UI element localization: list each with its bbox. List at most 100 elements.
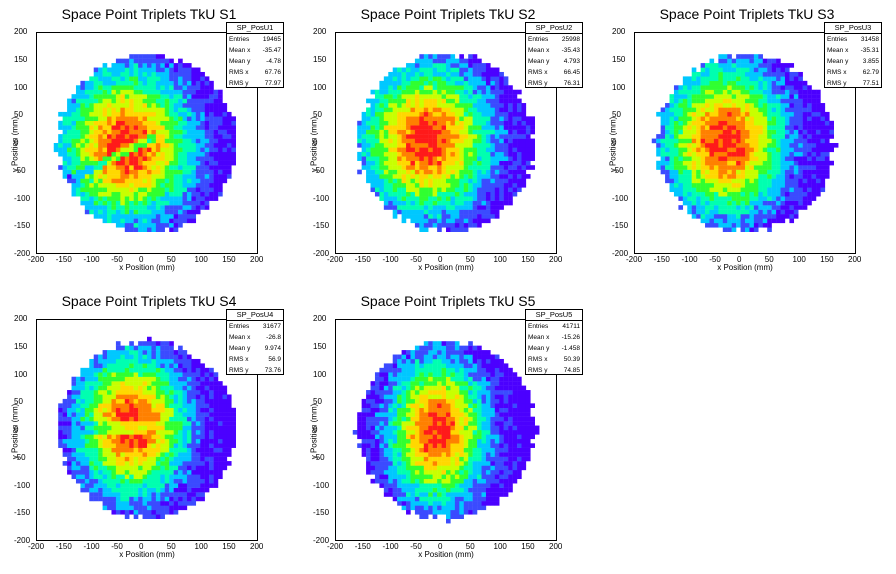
heatmap-bin [133,169,139,175]
heatmap-bin [503,174,509,179]
heatmap-bin [477,143,482,148]
heatmap-bin [793,147,799,153]
heatmap-bin [485,169,491,175]
heatmap-bin [485,218,491,224]
heatmap-bin [722,54,728,59]
heatmap-bin [93,156,99,161]
heatmap-bin [147,187,152,193]
heatmap-bin [115,125,121,130]
heatmap-bin [669,129,675,135]
heatmap-bin [71,412,77,417]
heatmap-bin [147,147,152,153]
heatmap-bin [155,474,161,480]
heatmap-bin [84,376,90,382]
heatmap-bin [186,425,192,431]
heatmap-bin [508,151,513,157]
heatmap-bin [687,200,692,206]
heatmap-bin [446,174,451,179]
heatmap-bin [133,58,139,64]
heatmap-bin [656,111,661,117]
heatmap-bin [673,165,679,170]
heatmap-bin [191,160,197,166]
heatmap-bin [660,129,666,135]
heatmap-bin [776,165,781,170]
heatmap-bin [169,196,174,201]
heatmap-bin [705,103,710,108]
heatmap-bin [142,443,148,448]
heatmap-bin [727,187,732,193]
heatmap-bin [71,134,77,139]
heatmap-bin [84,165,90,170]
heatmap-bin [687,89,692,95]
heatmap-bin [525,143,531,148]
heatmap-bin [98,214,103,219]
heatmap-bin [164,363,170,369]
heatmap-bin [71,403,77,408]
heatmap-bin [722,151,728,157]
heatmap-bin [709,169,715,175]
heatmap-bin [512,129,518,135]
heatmap-bin [124,514,130,519]
stats-key: RMS y [528,80,548,87]
heatmap-bin [789,89,795,95]
heatmap-bin [713,125,719,130]
x-tick-label: -100 [681,255,698,264]
heatmap-bin [160,492,165,497]
heatmap-bin [147,336,152,342]
heatmap-bin [98,461,103,466]
heatmap-bin [80,111,86,117]
heatmap-bin [155,434,161,440]
heatmap-bin [437,205,442,210]
heatmap-bin [102,465,108,471]
heatmap-bin [780,151,786,157]
heatmap-bin [111,367,117,373]
heatmap-bin [93,71,99,77]
heatmap-bin [370,129,376,135]
heatmap-bin [789,143,795,148]
heatmap-bin [102,111,108,117]
heatmap-bin [138,430,143,435]
heatmap-bin [111,116,117,121]
heatmap-bin [173,174,179,179]
heatmap-bin [401,71,407,77]
heatmap-bin [151,196,157,201]
heatmap-bin [521,182,527,188]
heatmap-bin [191,430,197,435]
heatmap-bin [459,174,464,179]
heatmap-bin [169,398,174,404]
heatmap-bin [383,116,389,121]
heatmap-bin [107,160,112,166]
heatmap-bin [124,381,130,386]
heatmap-bin [665,111,670,117]
heatmap-bin [75,376,81,382]
heatmap-bin [107,487,112,493]
heatmap-bin [111,412,117,417]
heatmap-bin [120,403,125,408]
heatmap-bin [731,63,737,68]
heatmap-bin [691,205,697,210]
heatmap-bin [718,94,723,99]
heatmap-bin [490,85,496,90]
heatmap-bin [200,156,205,161]
heatmap-bin [736,151,741,157]
heatmap-bin [182,209,188,215]
heatmap-bin [722,205,728,210]
heatmap-bin [142,129,148,135]
stats-box: SP_PosU3 Entries 31458 Mean x -35.31 Mean y 3.… [824,22,882,88]
stats-key: Mean x [229,47,251,54]
heatmap-bin [124,196,130,201]
heatmap-bin [200,147,205,153]
heatmap-bin [160,205,165,210]
heatmap-bin [102,367,108,373]
heatmap-bin [120,385,125,391]
heatmap-bin [129,398,134,404]
heatmap-bin [762,218,768,224]
heatmap-bin [388,125,393,130]
heatmap-bin [173,134,179,139]
heatmap-bin [102,134,108,139]
heatmap-bin [789,160,795,166]
heatmap-bin [120,191,125,197]
heatmap-bin [700,103,706,108]
heatmap-bin [727,103,732,108]
heatmap-bin [414,151,420,157]
